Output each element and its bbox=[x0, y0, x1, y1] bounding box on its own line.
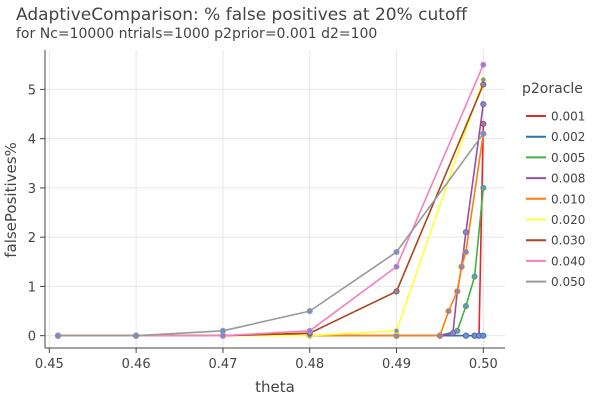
data-point bbox=[480, 184, 487, 191]
data-point bbox=[462, 332, 469, 339]
series-line-0.050 bbox=[58, 133, 484, 337]
y-axis-title: falsePositives% bbox=[2, 142, 20, 258]
x-tick-label: 0.49 bbox=[382, 357, 411, 372]
series-line-0.030 bbox=[58, 84, 485, 337]
legend-item-0.010[interactable]: 0.010 bbox=[526, 192, 585, 206]
data-point bbox=[133, 332, 140, 339]
data-point bbox=[462, 248, 469, 256]
legend-item-0.030[interactable]: 0.030 bbox=[526, 234, 585, 248]
data-point bbox=[449, 330, 456, 337]
legend-item-0.040[interactable]: 0.040 bbox=[526, 254, 585, 268]
data-point bbox=[471, 273, 478, 280]
axes: 0.45 0.46 0.47 0.48 0.49 0.50 0 1 2 3 4 5 bbox=[28, 50, 505, 372]
data-point bbox=[219, 332, 226, 339]
data-point bbox=[393, 288, 400, 295]
legend-label: 0.040 bbox=[551, 254, 585, 268]
y-tick-label: 4 bbox=[28, 133, 36, 148]
data-point bbox=[480, 130, 487, 137]
legend-label: 0.005 bbox=[551, 151, 585, 165]
x-tick-label: 0.50 bbox=[469, 357, 498, 372]
data-point bbox=[458, 263, 465, 270]
y-tick-label: 0 bbox=[28, 330, 36, 345]
legend-label: 0.002 bbox=[551, 130, 585, 144]
x-tick-label: 0.48 bbox=[295, 357, 324, 372]
chart-subtitle: for Nc=10000 ntrials=1000 p2prior=0.001 … bbox=[16, 26, 377, 42]
y-tick-label: 2 bbox=[28, 231, 36, 246]
legend-label: 0.010 bbox=[551, 192, 585, 206]
data-point bbox=[393, 327, 400, 334]
legend-title: p2oracle bbox=[522, 81, 583, 97]
legend-label: 0.050 bbox=[551, 275, 585, 289]
legend-label: 0.008 bbox=[551, 172, 585, 186]
legend-label: 0.030 bbox=[551, 234, 585, 248]
x-tick-label: 0.46 bbox=[122, 357, 151, 372]
y-tick-label: 1 bbox=[28, 280, 36, 295]
data-point bbox=[462, 303, 469, 310]
legend-label: 0.001 bbox=[551, 110, 585, 124]
data-point bbox=[480, 76, 487, 83]
y-tick-label: 3 bbox=[28, 182, 36, 197]
data-point bbox=[306, 308, 313, 315]
data-point bbox=[445, 308, 452, 315]
data-point bbox=[480, 120, 487, 127]
series-line-0.020 bbox=[58, 79, 485, 337]
data-point bbox=[480, 332, 487, 339]
legend-item-0.020[interactable]: 0.020 bbox=[526, 213, 585, 227]
data-point bbox=[480, 81, 487, 88]
series-line-0.040 bbox=[58, 64, 485, 337]
data-point bbox=[219, 327, 226, 334]
data-point bbox=[393, 263, 400, 270]
data-point bbox=[454, 288, 461, 295]
x-tick-label: 0.45 bbox=[35, 357, 64, 372]
data-point bbox=[393, 248, 400, 256]
chart-title: AdaptiveComparison: % false positives at… bbox=[16, 5, 468, 25]
legend-label: 0.020 bbox=[551, 213, 585, 227]
data-point bbox=[462, 229, 469, 236]
data-point bbox=[306, 327, 313, 334]
x-axis-title: theta bbox=[255, 378, 295, 396]
legend-item-0.050[interactable]: 0.050 bbox=[526, 275, 585, 289]
data-point bbox=[54, 332, 62, 339]
data-point bbox=[480, 61, 487, 68]
legend-item-0.005[interactable]: 0.005 bbox=[526, 151, 585, 165]
legend-item-0.002[interactable]: 0.002 bbox=[526, 130, 585, 144]
data-point bbox=[480, 101, 487, 108]
data-point bbox=[436, 332, 443, 339]
data-point bbox=[393, 332, 400, 339]
legend: p2oracle 0.001 0.002 0.005 0.008 0.010 0.020 0… bbox=[522, 81, 585, 289]
series-line-0.001 bbox=[58, 123, 485, 337]
x-tick-label: 0.47 bbox=[208, 357, 237, 372]
y-tick-label: 5 bbox=[28, 83, 36, 98]
legend-item-0.008[interactable]: 0.008 bbox=[526, 172, 585, 186]
plot-area bbox=[54, 61, 487, 339]
legend-item-0.001[interactable]: 0.001 bbox=[526, 110, 585, 124]
